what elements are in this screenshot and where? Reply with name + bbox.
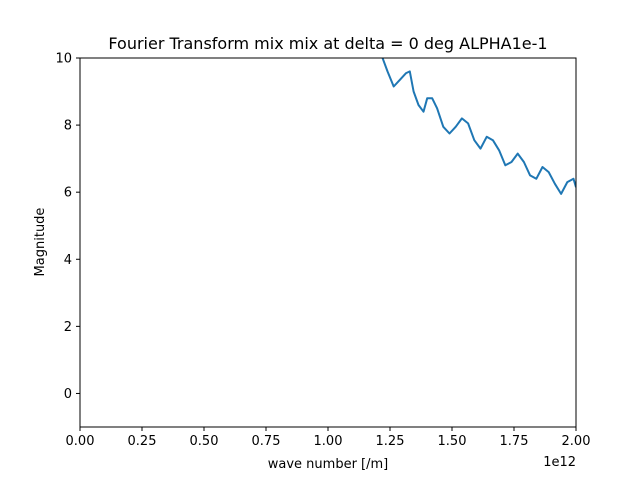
- y-tick-label: 0: [64, 387, 72, 402]
- y-tick-label: 8: [64, 119, 72, 134]
- x-axis-label: wave number [/m]: [268, 457, 388, 472]
- series-lines: [381, 58, 576, 195]
- x-tick-label: 0.25: [128, 434, 157, 449]
- x-tick-label: 0.00: [66, 434, 95, 449]
- x-tick-label: 1.75: [500, 434, 529, 449]
- x-tick-label: 2.00: [562, 434, 591, 449]
- x-axis-offset-label: 1e12: [543, 455, 576, 470]
- y-tick-label: 6: [64, 186, 72, 201]
- x-tick-label: 1.50: [438, 434, 467, 449]
- y-tick-label: 2: [64, 320, 72, 335]
- x-tick-label: 1.00: [314, 434, 343, 449]
- y-tick-label: 10: [55, 52, 72, 67]
- plot-frame: [79, 57, 577, 428]
- x-tick-label: 0.75: [252, 434, 281, 449]
- series-line: [381, 58, 576, 195]
- y-tick-label: 4: [64, 253, 72, 268]
- x-axis-ticks: 0.00 0.25 0.50 0.75 1.00 1.25 1.50 1.75 2.00: [66, 427, 591, 449]
- chart-title: Fourier Transform mix mix at delta = 0 d…: [108, 34, 547, 53]
- x-tick-label: 0.50: [190, 434, 219, 449]
- y-axis-ticks: 0 2 4 6 8 10: [55, 52, 80, 402]
- y-axis-label: Magnitude: [33, 208, 48, 277]
- x-tick-label: 1.25: [376, 434, 405, 449]
